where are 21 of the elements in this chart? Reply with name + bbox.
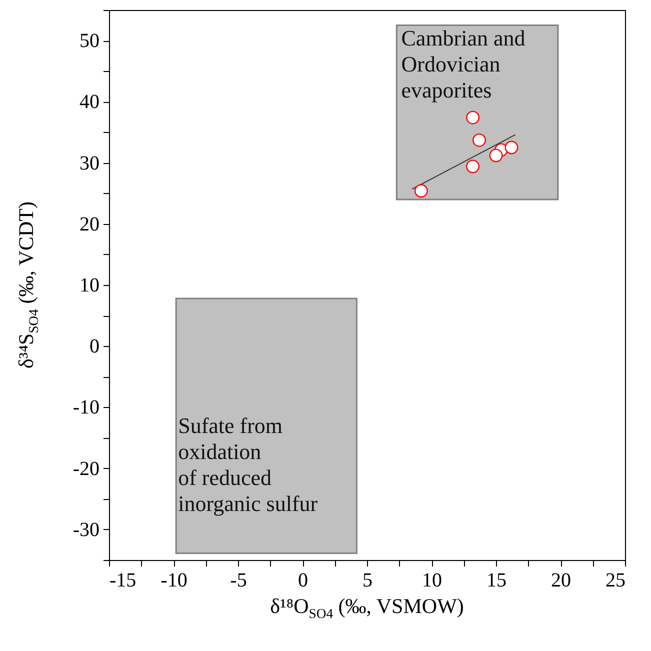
x-tick-label: 25	[606, 570, 626, 592]
x-axis-title: δ¹⁸O$_{SO4}$ (‰, VSMOW)	[269, 594, 465, 622]
y-tick-label: 40	[80, 91, 100, 114]
y-tick-label: 50	[80, 30, 100, 52]
x-tick-label: 5	[362, 570, 372, 592]
x-tick-label: -10	[160, 570, 188, 592]
x-tick-label: 0	[298, 570, 308, 592]
y-tick-label: 0	[90, 336, 100, 358]
x-tick-label: -5	[230, 570, 247, 592]
y-tick-label: 20	[80, 213, 100, 236]
annotation: Cambrian and Ordovician evaporites	[401, 25, 526, 102]
x-tick-label: -15	[110, 570, 136, 592]
y-tick-label: -20	[72, 458, 100, 480]
annotation: Sufate from oxidation of reduced inorganic sulfur	[178, 412, 318, 516]
y-tick-label: 10	[80, 274, 100, 296]
x-tick-label: 10	[422, 570, 442, 592]
y-tick-label: -10	[72, 396, 100, 419]
y-tick-label: 30	[80, 152, 100, 174]
y-tick-label: -30	[72, 518, 100, 541]
x-tick-label: 15	[486, 570, 506, 592]
x-tick-label: 20	[551, 570, 571, 592]
